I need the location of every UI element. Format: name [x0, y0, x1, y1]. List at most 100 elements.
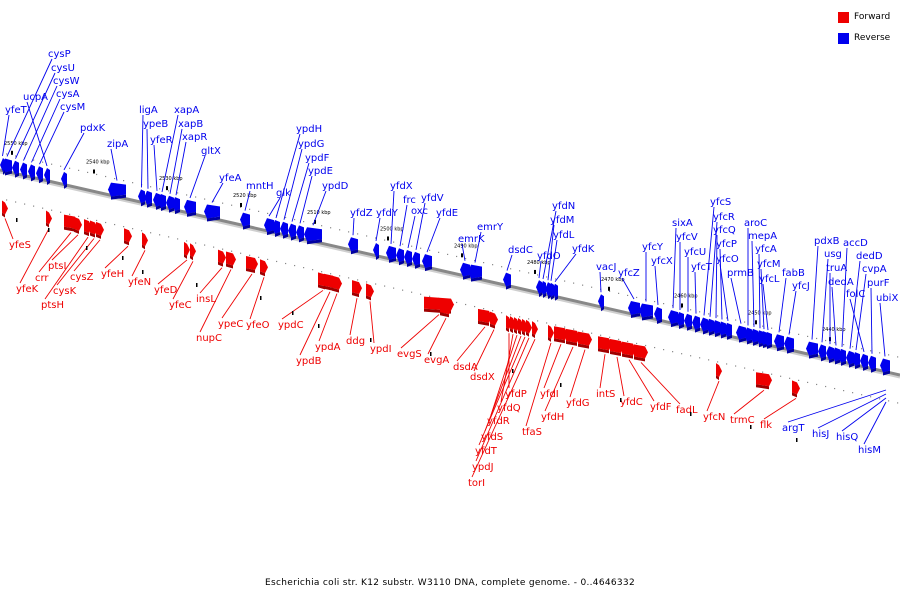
gene-arrow	[526, 319, 532, 334]
callout-line	[63, 132, 85, 171]
gene-arrow	[61, 171, 67, 186]
track-dot	[636, 296, 638, 299]
kbp-label: 2550 kbp	[4, 141, 28, 147]
gene-pdxK-reverse	[61, 171, 67, 189]
gene-arrow	[153, 192, 161, 207]
callout-line	[730, 277, 742, 324]
gene-label-nupC: nupC	[196, 333, 222, 344]
gene-label-flk: flk	[760, 420, 772, 431]
track-dot	[15, 155, 17, 157]
gene-label-yfcP: yfcP	[716, 239, 737, 250]
track-dot	[789, 377, 791, 379]
gene-arrow	[246, 256, 258, 271]
track-dot	[267, 258, 269, 261]
track-dot	[717, 361, 719, 363]
gene-label-ddg: ddg	[346, 336, 365, 347]
callout-line	[426, 217, 441, 253]
callout-line	[500, 334, 514, 403]
gene-label-ypdE: ypdE	[308, 166, 333, 177]
gene-arrow	[158, 193, 166, 208]
track-tick	[620, 398, 622, 402]
gene-arrow	[12, 160, 19, 175]
gene-yfdF-forward	[622, 341, 636, 359]
callout-line	[244, 190, 251, 211]
callout-line	[131, 250, 146, 277]
callout-line	[141, 114, 144, 188]
gene-arrow-shade	[601, 306, 604, 312]
callout-line	[44, 236, 89, 300]
track-dot	[123, 226, 125, 228]
callout-line	[621, 277, 635, 300]
callout-line	[817, 393, 887, 429]
gene-label-ypdD: ypdD	[322, 181, 349, 192]
track-dot	[735, 319, 737, 321]
gene-arrow-shade	[64, 183, 67, 189]
callout-line	[849, 298, 865, 353]
callout-line	[811, 245, 819, 340]
callout-line	[703, 206, 715, 316]
track-dot	[627, 294, 629, 297]
gene-arrow-shade	[283, 233, 288, 239]
gene-arrow-shade	[829, 358, 834, 364]
kbp-label: 2470 kbp	[601, 277, 625, 283]
callout-line	[654, 265, 659, 306]
gene-yfdL-reverse	[548, 282, 554, 300]
gene-arrow-shade	[47, 180, 50, 186]
legend-forward: Forward	[838, 10, 898, 24]
track-dot	[690, 309, 692, 311]
gene-label-emrK: emrK	[458, 234, 485, 245]
gene-arrow-shade	[218, 261, 223, 267]
callout-line	[471, 338, 536, 478]
track-dot	[159, 188, 161, 190]
gene-arrow-shade	[318, 284, 325, 290]
gene-dedA-reverse	[832, 347, 840, 365]
gene-arrow-shade	[809, 353, 818, 359]
gene-arrow-shade	[471, 276, 482, 282]
gene-label-yfdI: yfdI	[540, 389, 559, 400]
gene-arrow-shade	[821, 356, 826, 362]
callout-line	[547, 224, 555, 281]
gene-label-yfdH: yfdH	[541, 412, 564, 423]
track-dot	[600, 334, 602, 336]
track-dot	[447, 253, 449, 256]
gene-label-oxc: oxc	[411, 206, 428, 217]
callout-line	[849, 260, 861, 349]
track-dot	[465, 303, 467, 306]
gene-arrow-shade	[548, 336, 551, 342]
callout-line	[855, 273, 867, 351]
gene-arrow	[352, 280, 362, 295]
gene-flk-forward	[792, 380, 800, 398]
gene-yfcL-reverse	[764, 332, 772, 350]
callout-line	[400, 314, 440, 349]
track-dot	[231, 250, 233, 252]
gene-label-aroC: aroC	[744, 218, 767, 229]
gene-arrow	[736, 325, 746, 340]
gene-label-yfdY: yfdY	[376, 208, 399, 219]
callout-line	[841, 397, 887, 432]
gene-label-evgS: evgS	[397, 349, 422, 360]
gene-ypdE-reverse	[296, 225, 304, 243]
gene-fabB-reverse	[774, 334, 784, 352]
gene-arrow	[240, 212, 250, 227]
callout-line	[161, 114, 179, 193]
track-dot	[591, 332, 593, 334]
gene-arrow	[304, 227, 322, 242]
track-dot	[96, 219, 98, 222]
gene-arrow-shade	[111, 194, 126, 200]
track-dot	[402, 289, 404, 291]
track-dot	[411, 291, 413, 293]
gene-yfcT-reverse	[692, 315, 700, 333]
gene-purF-reverse	[868, 355, 876, 373]
gene-arrow	[204, 204, 220, 219]
track-dot	[60, 211, 62, 213]
track-dot	[258, 210, 260, 212]
gene-label-cysU: cysU	[51, 63, 75, 74]
gene-label-insL: insL	[196, 294, 216, 305]
gene-arrow-shade	[642, 315, 653, 321]
track-tick	[48, 228, 50, 232]
gene-arrow	[373, 242, 379, 257]
gene-label-yfdT: yfdT	[475, 446, 498, 457]
track-dot	[222, 202, 224, 204]
gene-arrow-shade	[124, 240, 129, 246]
gene-arrow	[108, 182, 126, 197]
